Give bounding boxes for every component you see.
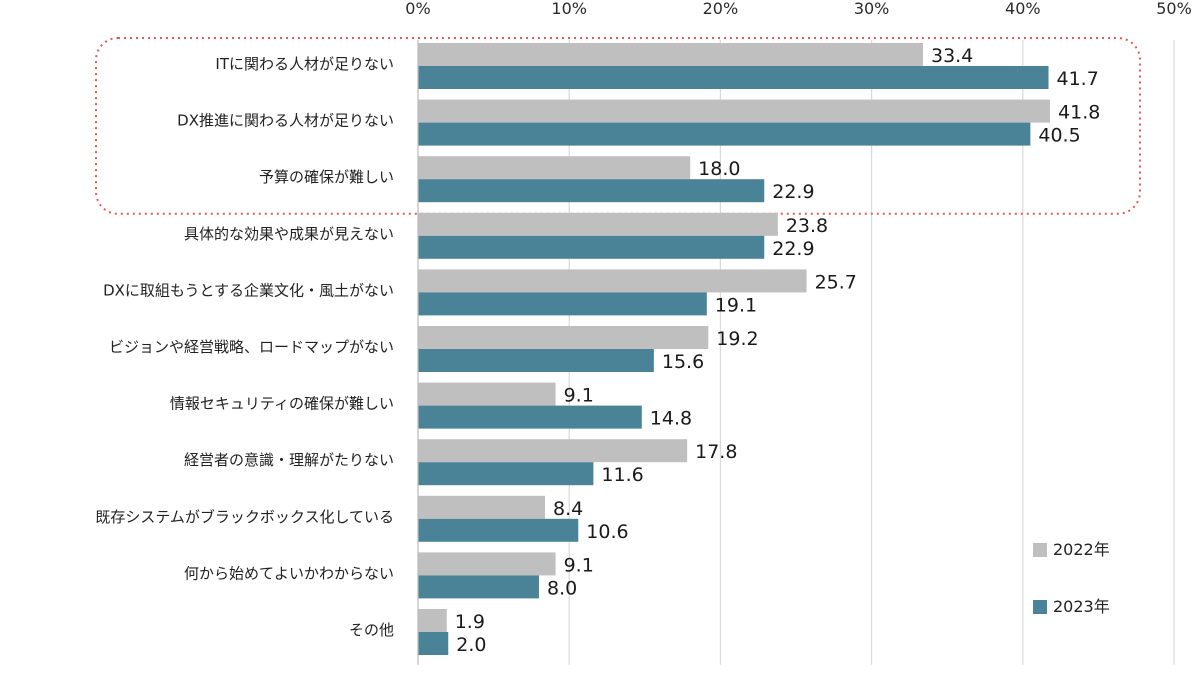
bar-2022 xyxy=(418,326,709,349)
bar-2022 xyxy=(418,382,556,406)
data-label: 8.4 xyxy=(553,498,583,520)
legend-swatch-2023 xyxy=(1033,600,1047,614)
data-label: 40.5 xyxy=(1038,125,1080,147)
category-label: 情報セキュリティの確保が難しい xyxy=(170,395,394,413)
data-label: 14.8 xyxy=(650,408,692,430)
data-label: 15.6 xyxy=(662,351,704,373)
bar-2022 xyxy=(418,156,691,180)
bar-2022 xyxy=(418,269,807,293)
bar-2023 xyxy=(418,632,449,655)
category-label: 経営者の意識・理解がたりない xyxy=(184,451,394,469)
data-label: 17.8 xyxy=(695,441,737,463)
bar-2022 xyxy=(418,495,546,519)
bar-2023 xyxy=(418,292,707,316)
data-label: 8.0 xyxy=(547,577,577,599)
bar-2022 xyxy=(418,43,924,66)
highlight-box xyxy=(95,37,1141,215)
category-label: 何から始めてよいかわからない xyxy=(184,564,394,582)
category-label: その他 xyxy=(349,621,394,639)
x-tick-label: 20% xyxy=(703,0,739,18)
legend-label: 2022年 xyxy=(1053,540,1110,559)
bar-2023 xyxy=(418,235,765,259)
x-tick-label: 50% xyxy=(1156,0,1192,18)
data-label: 33.4 xyxy=(931,45,973,67)
bar-2023 xyxy=(418,462,594,486)
category-label: ビジョンや経営戦略、ロードマップがない xyxy=(109,338,394,356)
bar-2023 xyxy=(418,575,539,599)
bar-2022 xyxy=(418,212,778,236)
category-label: 予算の確保が難しい xyxy=(259,168,394,186)
x-tick-label: 40% xyxy=(1005,0,1041,18)
data-label: 22.9 xyxy=(772,181,814,203)
x-tick-label: 30% xyxy=(854,0,890,18)
bar-2022 xyxy=(418,552,556,576)
data-label: 41.7 xyxy=(1057,68,1099,90)
data-label: 2.0 xyxy=(456,634,486,656)
bar-2023 xyxy=(418,179,765,203)
data-label: 22.9 xyxy=(772,238,814,260)
data-label: 10.6 xyxy=(586,521,628,543)
bar-2022 xyxy=(418,609,447,632)
x-tick-label: 0% xyxy=(405,0,430,18)
data-label: 19.2 xyxy=(716,328,758,350)
data-label: 1.9 xyxy=(455,611,485,633)
x-tick-label: 10% xyxy=(551,0,587,18)
data-label: 41.8 xyxy=(1058,102,1100,124)
bar-2023 xyxy=(418,405,642,429)
category-label: DX推進に関わる人材が足りない xyxy=(177,112,394,130)
data-label: 19.1 xyxy=(715,294,757,316)
bar-2023 xyxy=(418,349,654,372)
bar-2022 xyxy=(418,99,1051,123)
bar-2023 xyxy=(418,122,1031,146)
category-label: 具体的な効果や成果が見えない xyxy=(184,225,394,243)
category-label: ITに関わる人材が足りない xyxy=(215,55,394,73)
category-label: 既存システムがブラックボックス化している xyxy=(95,508,394,526)
legend-swatch-2022 xyxy=(1033,543,1047,557)
data-label: 9.1 xyxy=(564,554,594,576)
bar-2023 xyxy=(418,66,1049,89)
data-label: 25.7 xyxy=(815,271,857,293)
data-label: 18.0 xyxy=(698,158,740,180)
bar-2022 xyxy=(418,439,688,463)
bar-2023 xyxy=(418,518,579,542)
category-label: DXに取組もうとする企業文化・風土がない xyxy=(103,281,394,299)
data-label: 23.8 xyxy=(786,215,828,237)
data-label: 11.6 xyxy=(601,464,643,486)
data-label: 9.1 xyxy=(564,385,594,407)
legend-label: 2023年 xyxy=(1053,597,1110,616)
